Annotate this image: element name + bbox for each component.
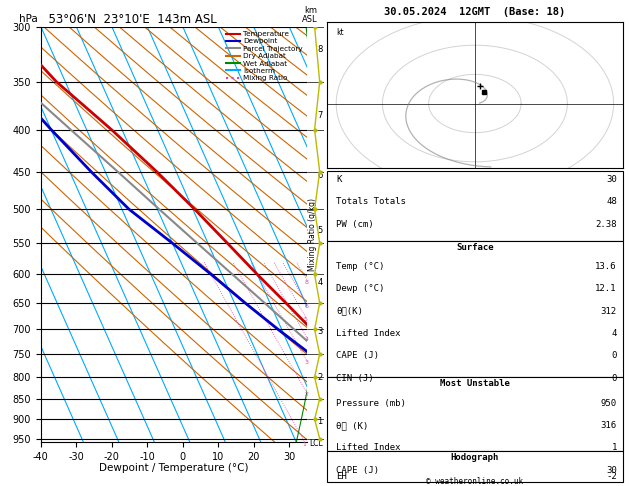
Text: 5: 5 bbox=[304, 317, 308, 322]
Text: 1: 1 bbox=[611, 443, 617, 452]
Text: K: K bbox=[336, 175, 342, 184]
Text: 6: 6 bbox=[317, 171, 323, 180]
Text: 7: 7 bbox=[317, 111, 323, 121]
Text: Totals Totals: Totals Totals bbox=[336, 197, 406, 207]
Text: EH: EH bbox=[336, 472, 347, 482]
Text: Pressure (mb): Pressure (mb) bbox=[336, 399, 406, 408]
Legend: Temperature, Dewpoint, Parcel Trajectory, Dry Adiabat, Wet Adiabat, Isotherm, Mi: Temperature, Dewpoint, Parcel Trajectory… bbox=[225, 30, 303, 82]
Text: Most Unstable: Most Unstable bbox=[440, 379, 510, 388]
Text: LCL: LCL bbox=[309, 439, 323, 448]
Bar bbox=[327, 171, 623, 241]
Text: 2: 2 bbox=[317, 373, 323, 382]
Text: 13.6: 13.6 bbox=[595, 262, 617, 271]
Text: 30: 30 bbox=[606, 175, 617, 184]
Text: 2.38: 2.38 bbox=[595, 220, 617, 229]
Text: 3: 3 bbox=[304, 360, 308, 365]
Text: 312: 312 bbox=[601, 307, 617, 316]
Text: 8: 8 bbox=[305, 279, 309, 285]
Text: 4: 4 bbox=[317, 278, 323, 287]
Text: 2: 2 bbox=[304, 392, 309, 398]
Text: 6: 6 bbox=[305, 304, 309, 309]
Text: Dewp (°C): Dewp (°C) bbox=[336, 284, 384, 294]
Text: PW (cm): PW (cm) bbox=[336, 220, 374, 229]
Bar bbox=[327, 241, 623, 377]
Text: Hodograph: Hodograph bbox=[451, 453, 499, 462]
Text: Temp (°C): Temp (°C) bbox=[336, 262, 384, 271]
Text: 8: 8 bbox=[317, 45, 323, 54]
Text: 0: 0 bbox=[611, 374, 617, 383]
Text: CIN (J): CIN (J) bbox=[336, 374, 374, 383]
Text: 950: 950 bbox=[601, 399, 617, 408]
Text: 316: 316 bbox=[601, 421, 617, 430]
Text: CAPE (J): CAPE (J) bbox=[336, 466, 379, 475]
Text: 3: 3 bbox=[317, 328, 323, 336]
Bar bbox=[327, 377, 623, 451]
Text: 12.1: 12.1 bbox=[595, 284, 617, 294]
Text: CAPE (J): CAPE (J) bbox=[336, 351, 379, 361]
Text: 4: 4 bbox=[304, 337, 308, 342]
Text: 48: 48 bbox=[606, 197, 617, 207]
Text: Lifted Index: Lifted Index bbox=[336, 329, 401, 338]
Text: Surface: Surface bbox=[456, 243, 494, 252]
Text: 1: 1 bbox=[317, 417, 323, 427]
Text: 1: 1 bbox=[303, 442, 307, 447]
Text: 30: 30 bbox=[606, 466, 617, 475]
Text: © weatheronline.co.uk: © weatheronline.co.uk bbox=[426, 476, 523, 486]
Text: 53°06'N  23°10'E  143m ASL: 53°06'N 23°10'E 143m ASL bbox=[41, 13, 216, 26]
Text: Mixing Ratio (g/kg): Mixing Ratio (g/kg) bbox=[308, 198, 318, 271]
Text: 4: 4 bbox=[611, 329, 617, 338]
Text: 30.05.2024  12GMT  (Base: 18): 30.05.2024 12GMT (Base: 18) bbox=[384, 7, 565, 17]
Text: hPa: hPa bbox=[19, 14, 38, 24]
Text: 5: 5 bbox=[317, 226, 323, 235]
Text: Lifted Index: Lifted Index bbox=[336, 443, 401, 452]
Text: -2: -2 bbox=[606, 472, 617, 482]
Text: θᴇ(K): θᴇ(K) bbox=[336, 307, 363, 316]
Bar bbox=[327, 451, 623, 482]
Text: km
ASL: km ASL bbox=[302, 6, 318, 24]
Text: θᴇ (K): θᴇ (K) bbox=[336, 421, 368, 430]
X-axis label: Dewpoint / Temperature (°C): Dewpoint / Temperature (°C) bbox=[99, 463, 248, 473]
Text: 0: 0 bbox=[611, 351, 617, 361]
